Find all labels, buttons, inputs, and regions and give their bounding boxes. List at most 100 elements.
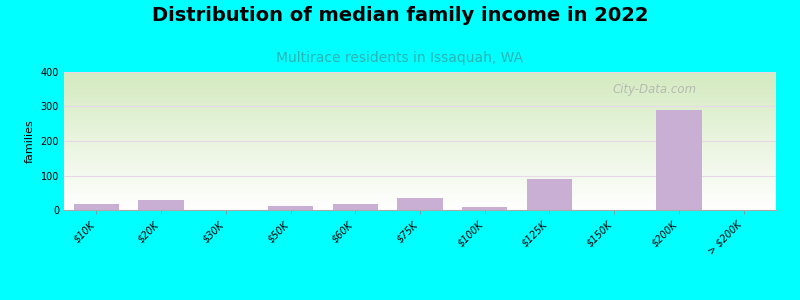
Bar	[138, 200, 184, 210]
Bar	[64, 80, 776, 81]
Bar	[64, 117, 776, 118]
Bar	[64, 197, 776, 198]
Bar	[64, 202, 776, 203]
Bar	[64, 177, 776, 178]
Bar	[64, 158, 776, 159]
Text: Multirace residents in Issaquah, WA: Multirace residents in Issaquah, WA	[277, 51, 523, 65]
Bar	[64, 144, 776, 145]
Bar	[64, 88, 776, 89]
Bar	[64, 136, 776, 137]
Bar	[64, 78, 776, 79]
Bar	[64, 174, 776, 175]
Bar	[74, 204, 119, 210]
Bar	[64, 115, 776, 116]
Bar	[64, 194, 776, 195]
Bar	[656, 110, 702, 210]
Bar	[64, 92, 776, 93]
Bar	[64, 79, 776, 80]
Bar	[64, 195, 776, 196]
Bar	[64, 139, 776, 140]
Bar	[64, 185, 776, 186]
Bar	[64, 184, 776, 185]
Bar	[64, 196, 776, 197]
Bar	[64, 138, 776, 139]
Bar	[64, 105, 776, 106]
Bar	[64, 180, 776, 181]
Bar	[64, 149, 776, 150]
Bar	[64, 146, 776, 147]
Bar	[64, 151, 776, 152]
Bar	[64, 114, 776, 115]
Bar	[64, 199, 776, 200]
Bar	[64, 161, 776, 162]
Bar	[64, 201, 776, 202]
Bar	[64, 124, 776, 125]
Bar	[64, 76, 776, 77]
Bar	[64, 150, 776, 151]
Bar	[64, 109, 776, 110]
Bar	[64, 164, 776, 165]
Bar	[64, 162, 776, 163]
Bar	[64, 182, 776, 183]
Bar	[64, 75, 776, 76]
Bar	[64, 110, 776, 111]
Bar	[64, 125, 776, 126]
Bar	[64, 73, 776, 74]
Bar	[64, 179, 776, 180]
Bar	[64, 93, 776, 94]
Bar	[64, 83, 776, 84]
Bar	[64, 167, 776, 168]
Bar	[64, 191, 776, 192]
Bar	[64, 132, 776, 133]
Bar	[64, 204, 776, 205]
Bar	[64, 107, 776, 108]
Bar	[64, 121, 776, 122]
Bar	[64, 103, 776, 104]
Bar	[64, 95, 776, 96]
Bar	[64, 127, 776, 128]
Bar	[64, 169, 776, 170]
Bar	[64, 171, 776, 172]
Bar	[64, 82, 776, 83]
Bar	[64, 128, 776, 129]
Bar	[64, 148, 776, 149]
Bar	[64, 181, 776, 182]
Bar	[64, 200, 776, 201]
Bar	[64, 100, 776, 101]
Bar	[64, 189, 776, 190]
Bar	[64, 99, 776, 100]
Bar	[527, 179, 572, 210]
Bar	[64, 130, 776, 131]
Bar	[64, 208, 776, 209]
Bar	[64, 209, 776, 210]
Bar	[64, 193, 776, 194]
Bar	[64, 192, 776, 193]
Bar	[64, 188, 776, 189]
Bar	[64, 152, 776, 153]
Bar	[64, 186, 776, 187]
Bar	[64, 86, 776, 87]
Bar	[64, 72, 776, 73]
Bar	[64, 89, 776, 90]
Bar	[64, 90, 776, 91]
Bar	[64, 108, 776, 109]
Bar	[64, 118, 776, 119]
Bar	[64, 106, 776, 107]
Bar	[64, 123, 776, 124]
Bar	[64, 172, 776, 173]
Text: City-Data.com: City-Data.com	[612, 83, 696, 96]
Bar	[64, 178, 776, 179]
Bar	[64, 113, 776, 114]
Bar	[64, 142, 776, 143]
Bar	[64, 102, 776, 103]
Bar	[64, 116, 776, 117]
Bar	[64, 126, 776, 127]
Bar	[64, 153, 776, 154]
Bar	[64, 202, 776, 203]
Bar	[64, 131, 776, 132]
Bar	[64, 87, 776, 88]
Bar	[398, 198, 442, 210]
Bar	[64, 165, 776, 166]
Bar	[64, 198, 776, 199]
Bar	[64, 203, 776, 204]
